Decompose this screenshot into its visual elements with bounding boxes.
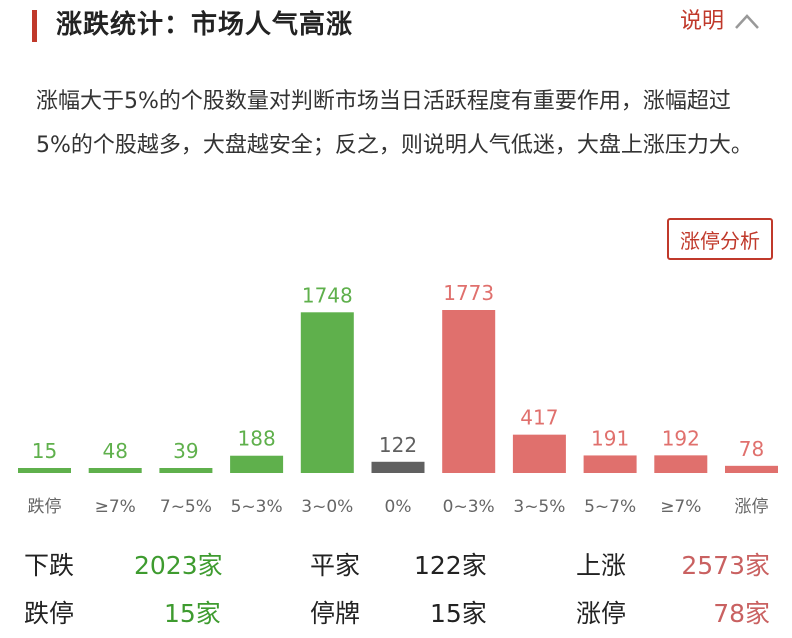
bar-2 — [159, 468, 213, 473]
category-label: 7~5% — [160, 497, 212, 517]
limit-up-label: 涨停 — [576, 599, 627, 628]
bar-7 — [512, 434, 566, 473]
category-label: 3~0% — [301, 497, 353, 517]
bar-9 — [654, 455, 708, 473]
down-value: 2023家 — [134, 551, 223, 580]
flat-value: 122家 — [414, 551, 487, 580]
bar-5 — [371, 461, 425, 473]
bar-value-label: 417 — [520, 406, 558, 430]
distribution-bar-chart: 15 跌停 48 ≥7% 39 7~5% 188 5~3% 1748 3~0% 122 0% 1773 0… — [18, 281, 778, 517]
category-label: ≥7% — [660, 497, 701, 517]
limit-down-value: 15家 — [164, 599, 221, 628]
bar-value-label: 1773 — [443, 281, 494, 305]
category-label: ≥7% — [95, 497, 136, 517]
category-label: 0% — [385, 497, 412, 517]
suspended-value: 15家 — [430, 599, 487, 628]
bar-0 — [18, 468, 71, 473]
category-label: 5~3% — [231, 497, 283, 517]
flat-label: 平家 — [310, 551, 361, 580]
stats-summary: 下跌 2023家 平家 122家 上涨 2573家 跌停 15家 停牌 15家 … — [0, 546, 792, 638]
description-text: 涨幅大于5%的个股数量对判断市场当日活跃程度有重要作用，涨幅超过5%的个股越多，… — [36, 89, 753, 158]
explain-toggle[interactable]: 说明 — [680, 6, 762, 38]
bar-value-label: 15 — [32, 439, 57, 463]
bar-value-label: 39 — [173, 439, 198, 463]
bar-8 — [583, 455, 637, 473]
bar-6 — [442, 310, 496, 473]
bar-4 — [300, 312, 354, 473]
category-label: 3~5% — [513, 497, 565, 517]
down-label: 下跌 — [24, 551, 75, 580]
title-accent-bar — [32, 10, 37, 42]
up-value: 2573家 — [681, 551, 770, 580]
category-label: 0~3% — [443, 497, 495, 517]
bar-1 — [88, 468, 142, 473]
bar-3 — [230, 455, 284, 473]
bar-value-label: 192 — [662, 426, 700, 450]
bar-value-label: 78 — [739, 437, 764, 461]
suspended-label: 停牌 — [310, 599, 361, 628]
bar-value-label: 188 — [238, 427, 276, 451]
explain-label: 说明 — [679, 9, 724, 34]
limit-up-value: 78家 — [713, 599, 770, 628]
category-label: 5~7% — [584, 497, 636, 517]
limit-down-label: 跌停 — [24, 599, 75, 628]
limit-up-analysis-button[interactable]: 涨停分析 — [667, 218, 773, 260]
category-label: 跌停 — [28, 497, 62, 517]
bar-value-label: 1748 — [302, 283, 353, 307]
bar-value-label: 48 — [102, 439, 127, 463]
bar-value-label: 122 — [379, 433, 417, 457]
bar-10 — [725, 465, 778, 473]
category-label: 涨停 — [735, 497, 769, 517]
up-label: 上涨 — [576, 551, 627, 580]
bar-value-label: 191 — [591, 426, 629, 450]
section-header: 涨跌统计：市场人气高涨 说明 — [0, 0, 792, 52]
section-title: 涨跌统计：市场人气高涨 — [56, 10, 354, 40]
chevron-up-icon — [735, 14, 759, 29]
